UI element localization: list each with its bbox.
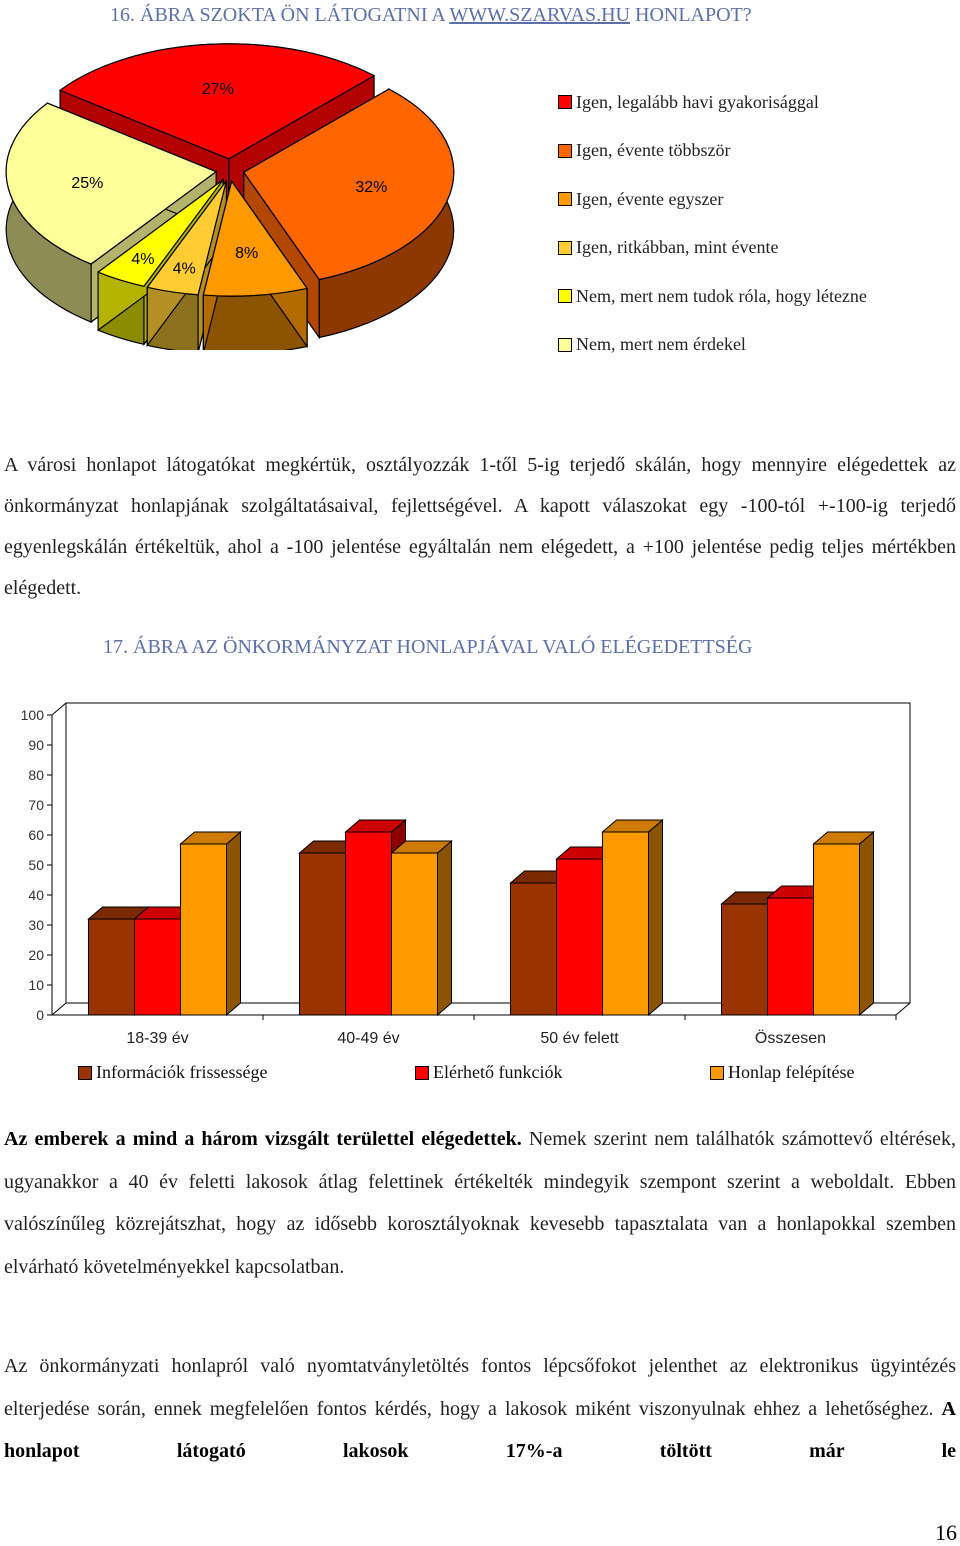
- figure-16-title: 16. ÁBRA SZOKTA ÖN LÁTOGATNI A WWW.SZARV…: [110, 4, 752, 26]
- legend-swatch: [558, 240, 572, 255]
- pie-value-label: 25%: [71, 175, 103, 192]
- legend-label: Elérhető funkciók: [433, 1062, 563, 1082]
- legend-label: Nem, mert nem érdekel: [576, 334, 746, 355]
- findings-paragraph: Az emberek a mind a három vizsgált terül…: [4, 1128, 956, 1279]
- legend-label: Nem, mert nem tudok róla, hogy létezne: [576, 285, 867, 306]
- x-tick-label: Összesen: [755, 1029, 826, 1047]
- y-tick-label: 40: [28, 887, 44, 903]
- y-tick-label: 0: [36, 1007, 44, 1023]
- legend-label: Honlap felépítése: [728, 1062, 855, 1082]
- figure-17-title: 17. ÁBRA AZ ÖNKORMÁNYZAT HONLAPJÁVAL VAL…: [103, 636, 753, 658]
- legend-swatch: [710, 1065, 724, 1080]
- legend-swatch: [558, 192, 572, 207]
- legend-label: Igen, ritkábban, mint évente: [576, 237, 779, 258]
- y-tick-label: 10: [28, 977, 44, 993]
- website-link[interactable]: WWW.SZARVAS.HU: [449, 4, 630, 26]
- y-tick-label: 30: [28, 917, 44, 933]
- x-tick-label: 40-49 év: [337, 1030, 399, 1047]
- x-tick-label: 18-39 év: [126, 1030, 188, 1047]
- bar: [601, 818, 664, 1017]
- page-number: 16: [935, 1520, 957, 1545]
- legend-label: Információk frissessége: [96, 1062, 268, 1082]
- y-tick-label: 70: [28, 797, 44, 813]
- bar-legend-item: Információk frissessége: [78, 1062, 267, 1083]
- pie-value-label: 32%: [355, 179, 387, 196]
- pie-legend-item: Nem, mert nem érdekel: [558, 321, 958, 370]
- pie-value-label: 4%: [131, 251, 154, 268]
- legend-label: Igen, évente többször: [576, 140, 731, 161]
- legend-swatch: [558, 143, 572, 158]
- legend-swatch: [78, 1065, 92, 1080]
- y-tick-label: 60: [28, 827, 44, 843]
- pie-value-label: 4%: [173, 260, 196, 277]
- bar-legend: Információk frissessége Elérhető funkciók…: [78, 1059, 938, 1085]
- legend-swatch: [558, 95, 572, 110]
- bar: [179, 830, 242, 1017]
- y-tick-label: 20: [28, 947, 44, 963]
- y-tick-label: 80: [28, 767, 44, 783]
- legend-swatch: [415, 1065, 429, 1080]
- intro-paragraph: A városi honlapot látogatókat megkértük,…: [4, 454, 956, 599]
- legend-label: Igen, évente egyszer: [576, 188, 724, 209]
- pie-chart: 27% 32% 8% 4% 4% 25%: [5, 43, 455, 350]
- bar-legend-item: Elérhető funkciók: [415, 1062, 562, 1083]
- legend-label: Igen, legalább havi gyakorisággal: [576, 91, 819, 112]
- pie-legend-item: Igen, évente egyszer: [558, 175, 958, 224]
- pie-value-label: 27%: [202, 81, 234, 98]
- bar-chart: 0 10 20 30 40 50 60 70 80 90 100 18-39 év 40-49 év 50…: [21, 702, 911, 1047]
- bar: [390, 839, 453, 1017]
- pie-legend-item: Nem, mert nem tudok róla, hogy létezne: [558, 272, 958, 321]
- pie-legend-item: Igen, ritkábban, mint évente: [558, 224, 958, 273]
- y-tick-label: 90: [28, 737, 44, 753]
- pie-legend-item: Igen, évente többször: [558, 127, 958, 176]
- bar-legend-item: Honlap felépítése: [710, 1062, 854, 1083]
- legend-swatch: [558, 337, 572, 352]
- bar: [812, 830, 875, 1017]
- pie-legend-item: Igen, legalább havi gyakorisággal: [558, 78, 958, 127]
- x-tick-label: 50 év felett: [540, 1030, 619, 1047]
- y-tick-label: 50: [28, 857, 44, 873]
- download-paragraph: Az önkormányzati honlapról való nyomtatv…: [4, 1355, 956, 1463]
- pie-slice: [202, 179, 309, 350]
- pie-legend: Igen, legalább havi gyakorisággal Igen, é…: [558, 78, 958, 369]
- legend-swatch: [558, 289, 572, 304]
- y-tick-label: 100: [21, 707, 45, 723]
- pie-value-label: 8%: [235, 245, 258, 262]
